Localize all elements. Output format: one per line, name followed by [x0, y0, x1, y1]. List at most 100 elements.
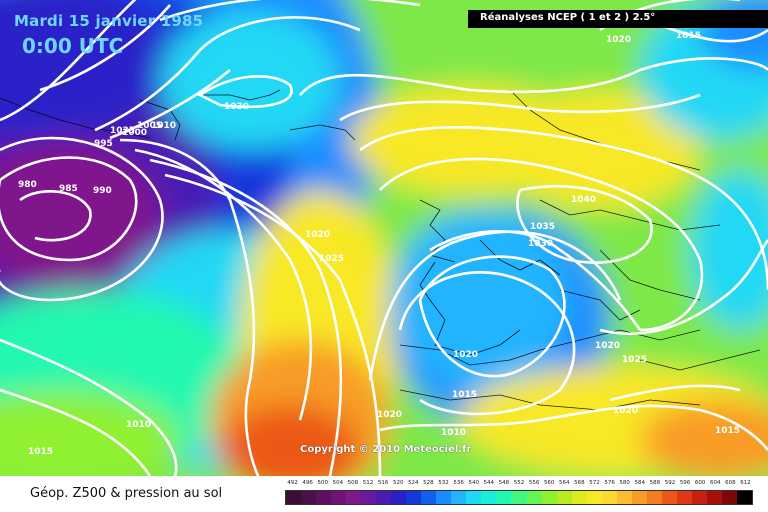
legend-swatch: [496, 491, 512, 504]
legend-swatch: [286, 491, 302, 504]
map-time: 0:00 UTC: [22, 34, 124, 58]
legend-value-label: 552: [513, 480, 525, 486]
legend-value-label: 532: [438, 480, 449, 486]
legend-value-label: 584: [634, 480, 646, 486]
legend-value-label: 500: [317, 480, 328, 486]
legend-swatch: [316, 491, 332, 504]
legend-value-label: 600: [694, 480, 706, 486]
isobar-label: 1020: [606, 35, 631, 45]
legend-value-label: 560: [543, 480, 555, 486]
source-label: Réanalyses NCEP ( 1 et 2 ) 2.5°: [480, 12, 656, 23]
z500-color-field: [0, 0, 768, 476]
legend-value-label: 508: [347, 480, 359, 486]
legend-swatch: [571, 491, 587, 504]
legend-swatch: [436, 491, 452, 504]
isobar-labels: 1020 1015 1030 1035 1040 1035 1030 1000 …: [18, 31, 740, 457]
legend-title: Géop. Z500 & pression au sol: [30, 486, 223, 501]
legend-value-label: 612: [740, 480, 751, 486]
legend-swatch: [601, 491, 617, 504]
isobars: [0, 0, 768, 476]
legend-swatch: [346, 491, 362, 504]
legend-value-labels: 492 496 500 504 508 512 516 520 524 528 532 536 540 5…: [285, 480, 753, 490]
isobar-label: 1000: [122, 128, 147, 138]
isobar-label: 1010: [441, 428, 466, 438]
legend-value-label: 572: [589, 480, 600, 486]
legend-swatch: [331, 491, 347, 504]
isobar-label: 1020: [613, 406, 638, 416]
legend-swatch: [631, 491, 647, 504]
isobar-label: 1020: [377, 410, 402, 420]
legend-value-label: 492: [287, 480, 298, 486]
isobar-label: 1010: [151, 121, 176, 131]
legend-swatch: [421, 491, 437, 504]
legend-swatch: [736, 491, 752, 504]
map-canvas: 1020 1015 1030 1035 1040 1035 1030 1000 …: [0, 0, 768, 476]
legend-value-label: 516: [377, 480, 389, 486]
isobar-label: 1040: [571, 195, 596, 205]
legend-value-label: 596: [679, 480, 691, 486]
isobar-label: 1015: [28, 447, 53, 457]
legend-swatch: [706, 491, 722, 504]
legend-swatch: [646, 491, 662, 504]
legend-swatch: [301, 491, 317, 504]
legend-value-label: 564: [559, 480, 570, 486]
legend-value-label: 536: [453, 480, 464, 486]
legend-swatch: [616, 491, 632, 504]
legend-value-label: 540: [468, 480, 479, 486]
legend-swatch: [541, 491, 557, 504]
legend-value-label: 608: [725, 480, 736, 486]
legend-swatch: [361, 491, 377, 504]
isobar-label: 1020: [595, 341, 620, 351]
legend-swatch: [526, 491, 542, 504]
legend-value-label: 576: [604, 480, 615, 486]
isobar-label: 1005: [137, 121, 162, 131]
legend-color-scale: [285, 490, 753, 505]
legend-value-label: 568: [574, 480, 585, 486]
legend-swatch: [511, 491, 527, 504]
isobar-label: 1010: [126, 420, 151, 430]
isobar-label: 1030: [528, 239, 553, 249]
legend-value-label: 528: [423, 480, 434, 486]
legend-value-label: 580: [619, 480, 630, 486]
legend-swatch: [556, 491, 572, 504]
isobar-label: 1030: [224, 102, 249, 112]
isobar-label: 1015: [715, 426, 740, 436]
isobar-label: 1020: [453, 350, 478, 360]
legend-swatch: [661, 491, 677, 504]
isobar-label: 1020: [305, 230, 330, 240]
isobar-label: 1015: [676, 31, 701, 41]
legend-value-label: 604: [710, 480, 721, 486]
legend-value-label: 512: [362, 480, 374, 486]
legend-value-label: 556: [528, 480, 540, 486]
legend-swatch: [676, 491, 692, 504]
legend-value-label: 548: [498, 480, 510, 486]
isobar-label: 990: [93, 186, 112, 196]
legend-swatch: [391, 491, 407, 504]
legend-value-label: 544: [483, 480, 495, 486]
legend-swatch: [466, 491, 482, 504]
isobar-label: 995: [94, 139, 113, 149]
isobar-label: 1015: [452, 390, 477, 400]
source-banner: [468, 10, 768, 28]
legend-swatch: [451, 491, 467, 504]
isobar-label: 980: [18, 180, 37, 190]
legend-swatch: [586, 491, 602, 504]
legend-value-label: 520: [392, 480, 404, 486]
isobar-label: 1025: [622, 355, 647, 365]
legend-swatch: [406, 491, 422, 504]
isobar-label: 1035: [530, 222, 555, 232]
legend-value-label: 588: [649, 480, 661, 486]
legend-swatch: [721, 491, 737, 504]
isobar-label: 1035: [110, 126, 135, 136]
copyright-text: Copyright © 2010 Meteociel.fr: [300, 444, 472, 455]
legend-swatch: [376, 491, 392, 504]
legend-swatch: [691, 491, 707, 504]
legend-value-label: 592: [664, 480, 676, 486]
legend-value-label: 504: [332, 480, 344, 486]
legend-swatch: [481, 491, 497, 504]
legend-value-label: 496: [302, 480, 313, 486]
map-date: Mardi 15 janvier 1985: [14, 12, 204, 30]
isobar-label: 1025: [319, 254, 344, 264]
isobar-label: 985: [59, 184, 78, 194]
